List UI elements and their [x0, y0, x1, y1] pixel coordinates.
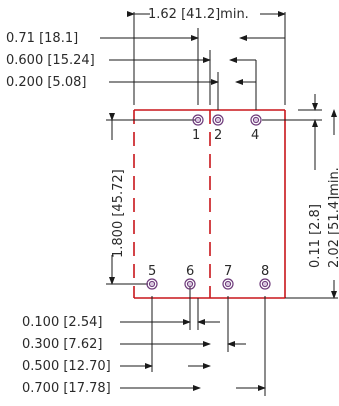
- dim-right-202: 2.02 [51.4]min.: [285, 109, 339, 299]
- pin-5-label: 5: [148, 264, 156, 279]
- dim-top-width-label: 1.62 [41.2]min.: [148, 7, 249, 22]
- dim-right-202-label: 2.02 [51.4]min.: [327, 167, 339, 268]
- pin-1: 1: [192, 114, 204, 143]
- pin-2-label: 2: [214, 128, 222, 143]
- dim-top-width: 1.62 [41.2]min.: [127, 7, 286, 105]
- dim-bot-0100: 0.100 [2.54]: [22, 284, 220, 330]
- dim-bot-0300-label: 0.300 [7.62]: [22, 337, 102, 352]
- dim-right-011-label: 0.11 [2.8]: [308, 204, 323, 268]
- pin-4-label: 4: [251, 128, 259, 143]
- dim-bot-0700: 0.700 [17.78]: [22, 296, 266, 396]
- dim-bot-0700-label: 0.700 [17.78]: [22, 381, 111, 396]
- dim-bot-0100-label: 0.100 [2.54]: [22, 315, 102, 330]
- dim-left-1800: 1.800 [45.72]: [106, 113, 196, 285]
- pin-4: 4: [250, 114, 262, 143]
- pin-5: 5: [146, 264, 158, 290]
- pin-8-label: 8: [261, 264, 269, 279]
- pin-2: 2: [212, 114, 224, 143]
- dim-bot-0500-label: 0.500 [12.70]: [22, 359, 111, 374]
- pin-8: 8: [259, 264, 271, 290]
- dim-bot-0500: 0.500 [12.70]: [22, 296, 211, 374]
- dim-top-071: 0.71 [18.1]: [6, 28, 285, 105]
- pin-6: 6: [184, 264, 196, 290]
- dim-top-0600-label: 0.600 [15.24]: [6, 53, 95, 68]
- dim-top-071-label: 0.71 [18.1]: [6, 31, 78, 46]
- pin-6-label: 6: [186, 264, 194, 279]
- dim-top-0200-label: 0.200 [5.08]: [6, 75, 86, 90]
- dim-right-011: 0.11 [2.8]: [262, 94, 323, 268]
- pin-1-label: 1: [192, 128, 200, 143]
- dim-top-0600: 0.600 [15.24]: [6, 50, 257, 110]
- dim-left-1800-label: 1.800 [45.72]: [111, 169, 126, 258]
- dim-bot-0300: 0.300 [7.62]: [22, 296, 246, 352]
- pin-7: 7: [222, 264, 234, 290]
- dim-top-0200: 0.200 [5.08]: [6, 72, 256, 110]
- pin-7-label: 7: [224, 264, 232, 279]
